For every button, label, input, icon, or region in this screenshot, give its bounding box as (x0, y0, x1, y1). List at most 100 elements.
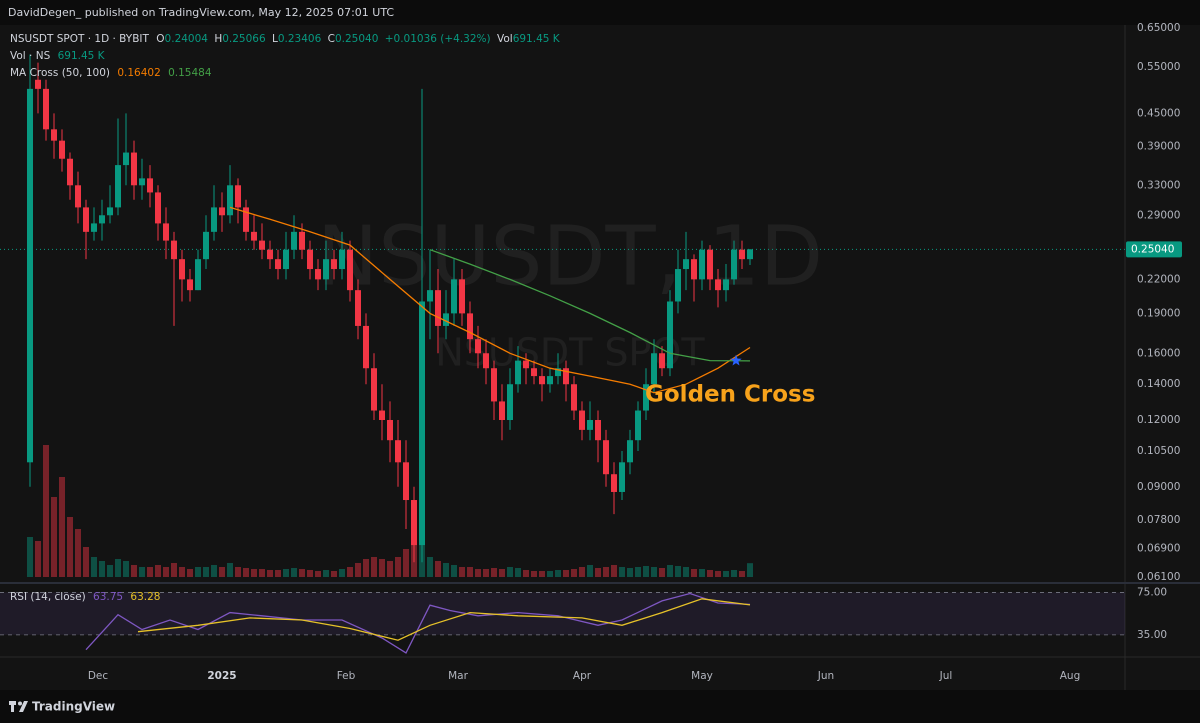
o-letter: O (156, 33, 164, 45)
footer-bar (0, 690, 1200, 723)
rsi-line (137, 598, 751, 641)
volume-bar (259, 569, 265, 577)
candle-body (379, 410, 385, 421)
volume-bar (387, 561, 393, 577)
candle-body (539, 376, 545, 385)
volume-legend-title: Vol · NS (10, 50, 51, 62)
candle-body (283, 249, 289, 270)
x-tick-label: Jul (939, 670, 953, 682)
vol-value: 691.45 K (513, 33, 561, 45)
volume-bar (283, 569, 289, 577)
y-tick-label: 0.55000 (1137, 61, 1180, 73)
volume-bar (667, 565, 673, 577)
candle-body (323, 259, 329, 280)
volume-bar (739, 571, 745, 577)
volume-legend-value: 691.45 K (58, 50, 106, 62)
candle-body (139, 178, 145, 186)
rsi-ma-value: 63.28 (130, 591, 160, 603)
volume-bar (603, 567, 609, 577)
ma-legend: MA Cross (50, 100) 0.16402 0.15484 (10, 67, 212, 79)
candle-body (243, 207, 249, 232)
volume-bar (163, 567, 169, 577)
change: +0.01036 (+4.32%) (385, 33, 491, 45)
volume-bar (267, 570, 273, 577)
candle-body (427, 290, 433, 302)
volume-bar (91, 557, 97, 577)
candle-body (179, 259, 185, 280)
candle-body (651, 353, 657, 385)
x-tick-label: Feb (337, 670, 356, 682)
volume-bar (235, 567, 241, 577)
rsi-tick-label: 75.00 (1137, 586, 1167, 598)
y-tick-label: 0.19000 (1137, 307, 1180, 319)
candle-body (395, 440, 401, 463)
x-tick-label: May (691, 670, 713, 682)
candle-body (219, 207, 225, 216)
candle-body (371, 368, 377, 411)
volume-bar (507, 567, 513, 577)
volume-bar (395, 557, 401, 577)
volume-bar (203, 567, 209, 577)
candle-body (163, 223, 169, 241)
volume-bar (195, 567, 201, 577)
volume-bar (707, 570, 713, 577)
volume-bar (43, 445, 49, 577)
candle-body (667, 301, 673, 369)
candle-body (155, 192, 161, 224)
volume-bar (451, 565, 457, 577)
volume-bar (467, 567, 473, 577)
volume-bar (59, 477, 65, 577)
candle-body (251, 231, 257, 241)
y-tick-label: 0.16000 (1137, 347, 1180, 359)
candle-body (619, 462, 625, 492)
volume-bar (627, 568, 633, 577)
y-tick-label: 0.06900 (1137, 542, 1180, 554)
candle-body (299, 231, 305, 250)
golden-cross-label: Golden Cross (645, 382, 815, 408)
volume-bar (555, 570, 561, 577)
candle-body (587, 420, 593, 430)
volume-bar (171, 563, 177, 577)
volume-bar (275, 570, 281, 577)
volume-bar (435, 561, 441, 577)
x-tick-label: Jun (817, 670, 834, 682)
candle-body (531, 368, 537, 377)
candle-body (491, 368, 497, 402)
volume-bar (747, 563, 753, 577)
volume-bar (499, 569, 505, 577)
volume-bar (307, 570, 313, 577)
logo-part (18, 701, 22, 706)
plot-layer: 0.65000 0.55000 0.45000 0.39000 0.33000 0.290… (0, 22, 1182, 682)
volume-bar (331, 571, 337, 577)
candle-body (459, 279, 465, 314)
volume-bar (371, 557, 377, 577)
candle-body (563, 368, 569, 385)
candle-body (387, 420, 393, 441)
volume-bar (99, 561, 105, 577)
candle-body (123, 152, 129, 166)
y-tick-label: 0.12000 (1137, 414, 1180, 426)
volume-bar (363, 559, 369, 577)
candle-body (603, 440, 609, 475)
volume-bar (675, 566, 681, 577)
candle-body (659, 353, 665, 369)
volume-bar (539, 571, 545, 577)
ohlc-legend: NSUSDT SPOT · 1D · BYBIT O0.24004 H0.250… (10, 33, 561, 45)
candle-body (435, 290, 441, 326)
candle-body (315, 269, 321, 280)
candle-body (547, 376, 553, 385)
volume-bar (179, 567, 185, 577)
volume-bar (83, 547, 89, 577)
volume-bar (563, 570, 569, 577)
volume-bar (299, 569, 305, 577)
volume-bar (691, 569, 697, 577)
volume-bar (347, 567, 353, 577)
ma-line (229, 206, 751, 394)
candle-body (555, 368, 561, 377)
candle-body (347, 249, 353, 291)
volume-bar (107, 565, 113, 577)
candle-body (91, 223, 97, 232)
candle-body (739, 249, 745, 260)
logo-part (11, 701, 14, 712)
